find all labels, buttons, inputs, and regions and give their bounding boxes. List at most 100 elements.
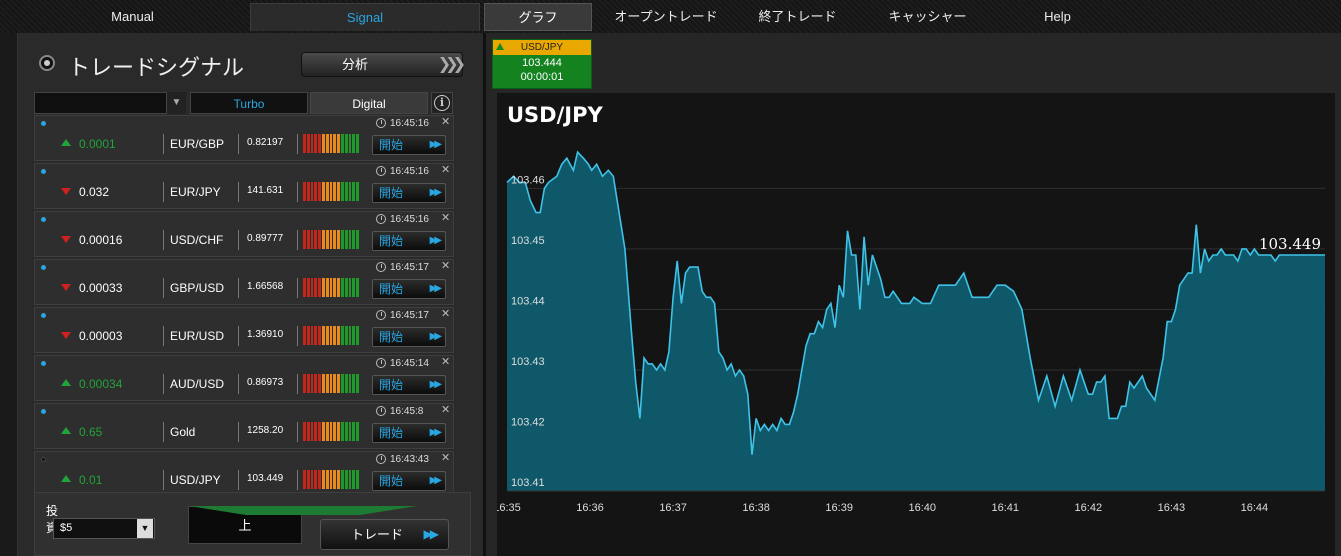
start-button[interactable]: 開始 ▶▶ <box>372 279 446 299</box>
meter-segment <box>340 278 344 297</box>
close-icon[interactable]: ✕ <box>441 116 451 128</box>
tab-manual[interactable]: Manual <box>111 9 154 24</box>
meter-segment <box>310 182 314 201</box>
divider <box>297 134 298 154</box>
close-icon[interactable]: ✕ <box>441 260 451 272</box>
signal-row: 16:45:8 ✕ 0.65 Gold 1258.20 開始 ▶▶ <box>34 403 454 449</box>
meter-segment <box>321 374 325 393</box>
invest-amount-select[interactable]: $5 <box>53 518 155 539</box>
signal-price: 1.36910 <box>247 329 284 340</box>
start-button[interactable]: 開始 ▶▶ <box>372 135 446 155</box>
meter-segment <box>344 278 348 297</box>
meter-segment <box>329 374 333 393</box>
meter-segment <box>318 278 321 297</box>
price-area <box>507 152 1325 491</box>
tab-open-trades[interactable]: オープントレード <box>614 9 718 24</box>
meter-segment <box>356 230 359 249</box>
fast-forward-icon: ▶▶ <box>429 187 443 198</box>
meter-segment <box>340 374 344 393</box>
radio-button[interactable] <box>39 55 55 71</box>
meter-segment <box>314 134 318 153</box>
meter-segment <box>310 134 314 153</box>
meter-segment <box>303 422 306 441</box>
x-tick-label: 16:37 <box>659 502 687 514</box>
meter-segment <box>344 134 348 153</box>
divider <box>163 470 164 490</box>
close-icon[interactable]: ✕ <box>441 404 451 416</box>
price-line <box>506 150 1325 455</box>
invest-amount-value: $5 <box>60 522 73 534</box>
meter-segment <box>348 422 352 441</box>
start-button[interactable]: 開始 ▶▶ <box>372 183 446 203</box>
fast-forward-icon: ▶▶ <box>429 427 443 438</box>
info-button[interactable]: i <box>431 92 453 114</box>
signal-row: 16:45:14 ✕ 0.00034 AUD/USD 0.86973 開始 ▶▶ <box>34 355 454 401</box>
meter-segment <box>352 182 356 201</box>
chevron-down-icon[interactable]: ▼ <box>166 92 186 114</box>
divider <box>163 374 164 394</box>
divider <box>163 278 164 298</box>
tab-turbo[interactable]: Turbo <box>190 92 308 114</box>
meter-segment <box>318 230 321 249</box>
clock-icon <box>376 358 386 368</box>
start-button[interactable]: 開始 ▶▶ <box>372 231 446 251</box>
start-button[interactable]: 開始 ▶▶ <box>372 327 446 347</box>
meter-segment <box>344 374 348 393</box>
clock-icon <box>376 310 386 320</box>
filter-select[interactable] <box>34 92 186 114</box>
tab-closed-trades[interactable]: 終了トレード <box>758 9 837 24</box>
signal-time: 16:45:17 <box>390 262 429 273</box>
start-label: 開始 <box>379 378 404 392</box>
analyze-button[interactable]: 分析 ❯❯❯ <box>301 52 466 77</box>
start-label: 開始 <box>379 474 404 488</box>
tab-digital[interactable]: Digital <box>310 92 428 114</box>
divider <box>297 374 298 394</box>
meter-segment <box>329 230 333 249</box>
close-icon[interactable]: ✕ <box>441 212 451 224</box>
meter-segment <box>333 278 337 297</box>
signal-list: 16:45:16 ✕ 0.0001 EUR/GBP 0.82197 開始 ▶▶ 16:45:1… <box>34 115 471 499</box>
meter-segment <box>306 278 310 297</box>
signal-price: 103.449 <box>247 473 284 484</box>
up-button[interactable]: 上 <box>188 506 417 544</box>
start-button[interactable]: 開始 ▶▶ <box>372 423 446 443</box>
chevron-down-icon[interactable]: ▼ <box>137 519 153 538</box>
arrow-up-icon <box>61 427 71 434</box>
divider <box>297 326 298 346</box>
x-tick-label: 16:35 <box>497 502 521 514</box>
trade-button[interactable]: トレード ▶▶ <box>320 519 449 550</box>
close-icon[interactable]: ✕ <box>441 308 451 320</box>
start-button[interactable]: 開始 ▶▶ <box>372 471 446 491</box>
x-tick-label: 16:39 <box>825 502 853 514</box>
signal-time: 16:45:8 <box>390 406 424 417</box>
meter-segment <box>306 374 310 393</box>
meter-segment <box>333 182 337 201</box>
signal-price: 141.631 <box>247 185 284 196</box>
meter-segment <box>352 134 356 153</box>
tab-help[interactable]: Help <box>1044 9 1071 24</box>
clock-icon <box>376 214 386 224</box>
asset-mini-card[interactable]: USD/JPY 103.444 00:00:01 <box>492 39 592 89</box>
meter-segment <box>303 182 306 201</box>
status-dot <box>41 121 46 126</box>
start-button[interactable]: 開始 ▶▶ <box>372 375 446 395</box>
signal-price: 0.89777 <box>247 233 284 244</box>
signal-row: 16:43:43 ✕ 0.01 USD/JPY 103.449 開始 ▶▶ <box>34 451 454 497</box>
meter-segment <box>352 470 356 489</box>
meter-segment <box>356 134 359 153</box>
y-tick-label: 103.45 <box>511 235 545 247</box>
meter-segment <box>333 422 337 441</box>
tab-cashier[interactable]: キャッシャー <box>888 9 967 24</box>
divider <box>238 230 239 250</box>
close-icon[interactable]: ✕ <box>441 164 451 176</box>
meter-segment <box>329 470 333 489</box>
close-icon[interactable]: ✕ <box>441 356 451 368</box>
meter-segment <box>337 422 340 441</box>
tab-signal[interactable]: Signal <box>250 3 480 31</box>
meter-segment <box>314 326 318 345</box>
close-icon[interactable]: ✕ <box>441 452 451 464</box>
meter-segment <box>337 182 340 201</box>
meter-segment <box>348 326 352 345</box>
meter-segment <box>352 230 356 249</box>
tab-graph[interactable]: グラフ <box>484 3 592 31</box>
